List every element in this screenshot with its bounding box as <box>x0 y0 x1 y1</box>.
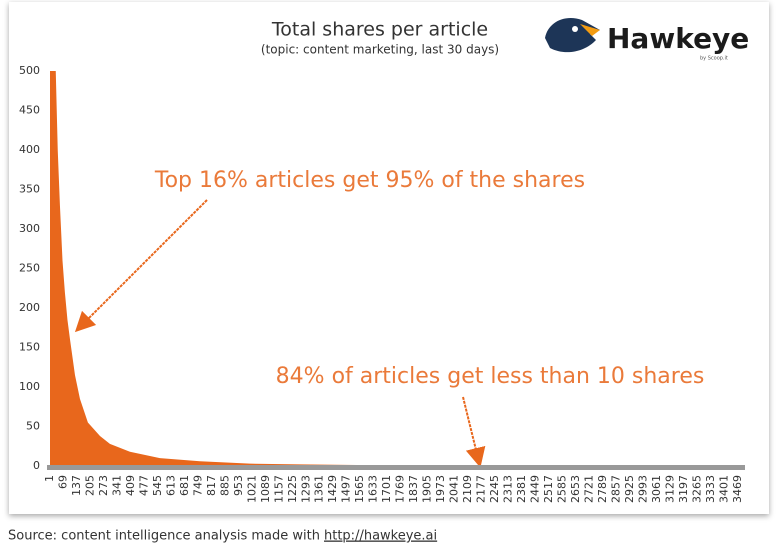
y-tick-label: 300 <box>19 222 40 235</box>
x-tick-label: 749 <box>191 475 204 496</box>
x-tick-label: 1225 <box>286 475 299 503</box>
x-tick-label: 3197 <box>677 475 690 503</box>
x-tick-label: 2789 <box>596 475 609 503</box>
x-tick-label: 69 <box>56 475 69 489</box>
x-tick-label: 1429 <box>326 475 339 503</box>
x-tick-label: 2381 <box>515 475 528 503</box>
x-tick-label: 1837 <box>407 475 420 503</box>
logo-name: Hawkeye <box>607 22 749 55</box>
x-tick-label: 2041 <box>448 475 461 503</box>
y-tick-label: 200 <box>19 301 40 314</box>
x-tick-label: 1905 <box>421 475 434 503</box>
x-tick-label: 2653 <box>569 475 582 503</box>
x-tick-label: 3333 <box>704 475 717 503</box>
x-tick-label: 817 <box>205 475 218 496</box>
x-tick-label: 1293 <box>299 475 312 503</box>
x-tick-label: 2177 <box>475 475 488 503</box>
logo-tagline: by Scoop.it <box>700 56 728 62</box>
x-tick-label: 3469 <box>731 475 744 503</box>
x-tick-label: 477 <box>137 475 150 496</box>
x-tick-label: 2245 <box>488 475 501 503</box>
x-tick-label: 3401 <box>717 475 730 503</box>
x-tick-label: 953 <box>232 475 245 496</box>
y-tick-label: 400 <box>19 143 40 156</box>
x-tick-label: 2857 <box>609 475 622 503</box>
y-tick-label: 350 <box>19 183 40 196</box>
x-tick-label: 1157 <box>272 475 285 503</box>
arrow <box>74 199 208 333</box>
x-tick-label: 2517 <box>542 475 555 503</box>
x-tick-label: 3265 <box>690 475 703 503</box>
x-tick-label: 341 <box>110 475 123 496</box>
arrow <box>462 396 486 468</box>
x-tick-label: 2109 <box>461 475 474 503</box>
x-tick-label: 137 <box>70 475 83 496</box>
source-text: Source: content intelligence analysis ma… <box>8 529 320 544</box>
x-tick-label: 3129 <box>663 475 676 503</box>
x-tick-label: 273 <box>97 475 110 496</box>
chart-subtitle: (topic: content marketing, last 30 days) <box>261 43 499 57</box>
x-tick-label: 1497 <box>340 475 353 503</box>
annotation: Top 16% articles get 95% of the shares <box>154 168 585 193</box>
x-tick-label: 1361 <box>313 475 326 503</box>
x-tick-label: 1701 <box>380 475 393 503</box>
x-tick-label: 3061 <box>650 475 663 503</box>
x-tick-label: 205 <box>83 475 96 496</box>
y-tick-label: 0 <box>33 459 40 472</box>
card <box>9 2 769 514</box>
source-link[interactable]: http://hawkeye.ai <box>324 529 437 544</box>
x-tick-label: 1021 <box>245 475 258 503</box>
x-tick-label: 409 <box>124 475 137 496</box>
x-tick-label: 2925 <box>623 475 636 503</box>
logo: Hawkeye by Scoop.it <box>545 18 749 62</box>
y-tick-label: 150 <box>19 341 40 354</box>
x-tick-label: 885 <box>218 475 231 496</box>
x-tick-label: 2721 <box>582 475 595 503</box>
annotation: 84% of articles get less than 10 shares <box>276 364 705 389</box>
chart-title: Total shares per article <box>271 19 488 41</box>
x-tick-label: 1565 <box>353 475 366 503</box>
y-tick-label: 450 <box>19 104 40 117</box>
y-tick-label: 50 <box>26 420 40 433</box>
x-tick-label: 1973 <box>434 475 447 503</box>
x-tick-label: 2993 <box>636 475 649 503</box>
y-tick-label: 250 <box>19 262 40 275</box>
x-tick-label: 1089 <box>259 475 272 503</box>
x-tick-label: 613 <box>164 475 177 496</box>
x-tick-label: 545 <box>151 475 164 496</box>
logo-eye <box>572 26 578 32</box>
x-tick-label: 1633 <box>367 475 380 503</box>
x-tick-label: 1 <box>43 475 56 482</box>
x-tick-label: 1769 <box>394 475 407 503</box>
y-tick-label: 100 <box>19 380 40 393</box>
logo-beak <box>580 24 600 36</box>
x-tick-label: 681 <box>178 475 191 496</box>
x-axis <box>47 465 745 470</box>
x-tick-label: 2449 <box>529 475 542 503</box>
y-tick-label: 500 <box>19 64 40 77</box>
x-tick-label: 2585 <box>556 475 569 503</box>
x-tick-label: 2313 <box>502 475 515 503</box>
